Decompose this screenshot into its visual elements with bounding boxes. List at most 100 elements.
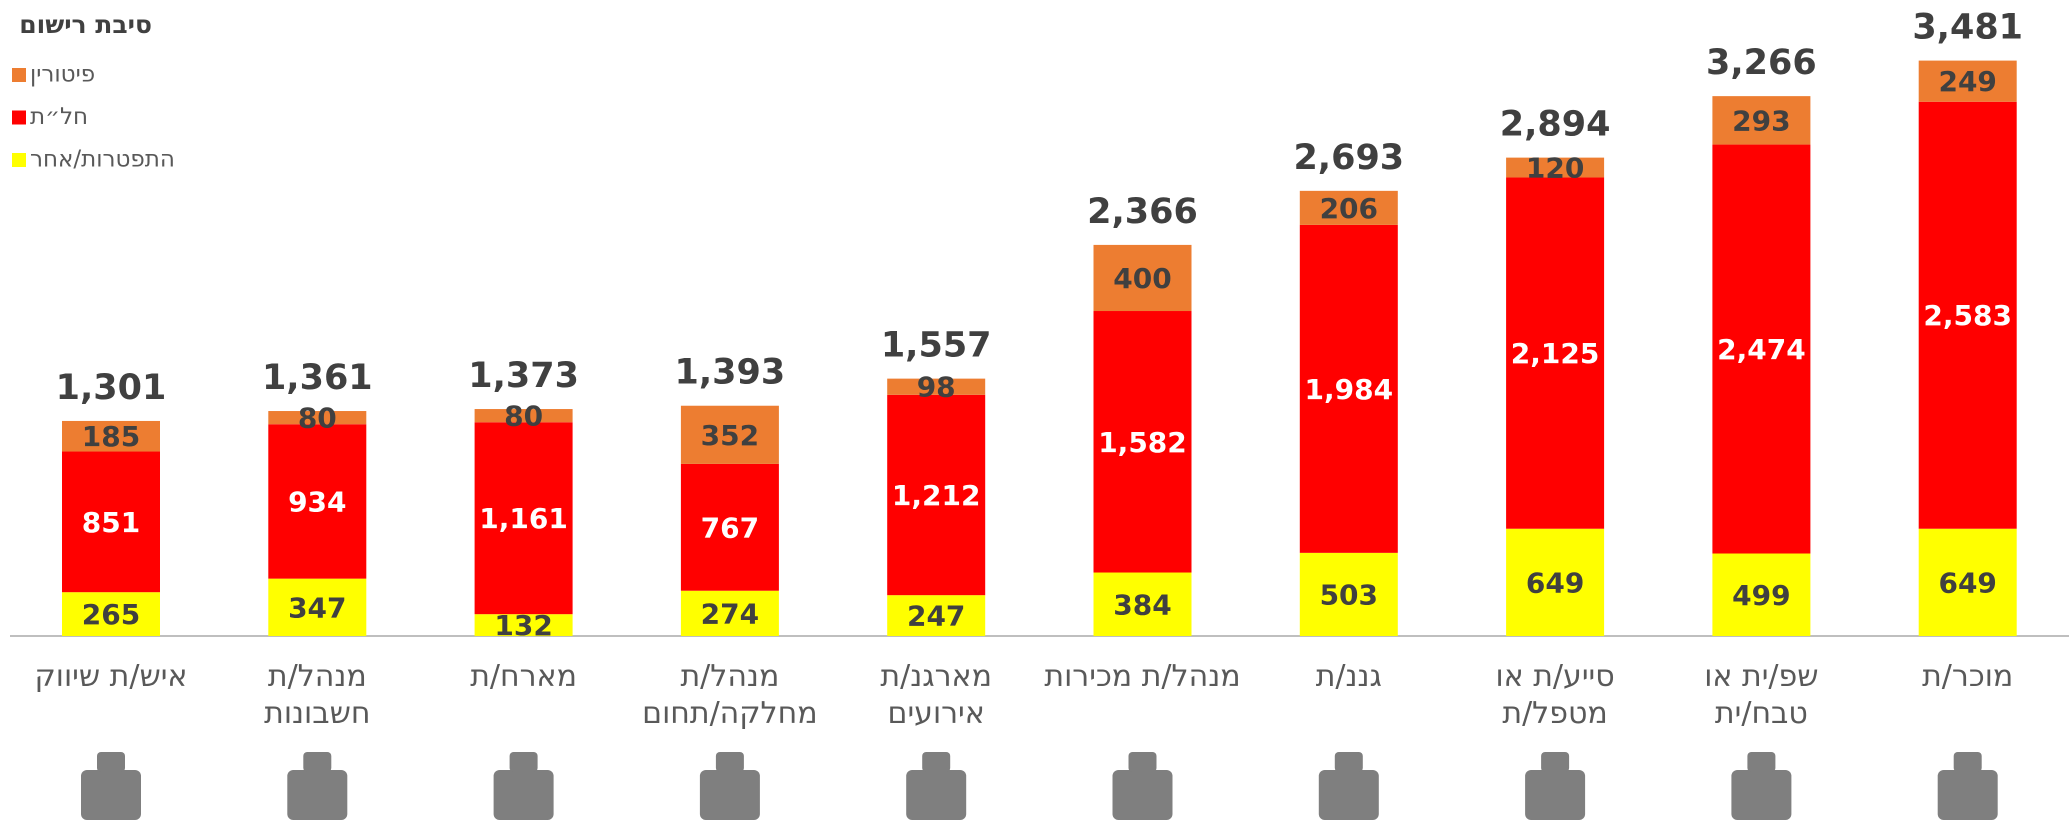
segment-label: 503: [1320, 578, 1378, 611]
bar-segment: [268, 424, 367, 579]
legend-label: חל״ת: [30, 104, 88, 130]
segment-label: 347: [288, 591, 346, 624]
segment-label: 767: [701, 511, 759, 544]
icon-top: [1953, 752, 1982, 772]
icon-top: [303, 752, 332, 772]
total-label: 1,373: [468, 356, 579, 396]
bar-segment: [887, 394, 986, 596]
segment-label: 1,161: [479, 502, 568, 535]
category-label: איש/ת שיווק: [34, 659, 188, 694]
segment-label: 934: [288, 485, 346, 518]
total-label: 2,693: [1293, 138, 1404, 178]
bar-segment: [1093, 311, 1192, 573]
bar-segment: [887, 595, 986, 636]
icon-body: [1525, 770, 1586, 820]
segment-label: 185: [82, 420, 140, 453]
icon-top: [1747, 752, 1776, 772]
segment-label: 384: [1113, 588, 1171, 621]
segment-label: 2,125: [1511, 337, 1600, 370]
bar-segment: [887, 378, 986, 395]
segment-label: 80: [504, 400, 543, 433]
bar-segment: [1093, 572, 1192, 636]
category-icon: [1318, 752, 1379, 820]
bar-segment: [1712, 553, 1811, 636]
category-label: מוכר/ת: [1922, 659, 2014, 694]
bar-segment: [62, 420, 160, 452]
category-label: מארגנ/ת אירועים: [880, 659, 992, 731]
category-label: מנהל/ת מכירות: [1044, 659, 1241, 694]
icon-body: [1112, 770, 1173, 820]
bar-segment: [474, 614, 573, 636]
category-icon: [493, 752, 554, 820]
bar-segment: [1918, 101, 2017, 529]
segment-label: 206: [1320, 192, 1378, 225]
bar-segment: [268, 578, 367, 636]
bar-segment: [1093, 244, 1192, 312]
segment-label: 120: [1526, 152, 1584, 185]
total-label: 1,557: [881, 326, 992, 366]
segment-label: 274: [701, 597, 759, 630]
legend-label: פיטורין: [30, 62, 95, 88]
bar-segment: [1918, 60, 2017, 102]
segment-label: 98: [917, 371, 956, 404]
legend-swatch: [12, 110, 26, 125]
category-label: שפ/ית או טבח/ית: [1704, 659, 1819, 731]
bar-segment: [1299, 190, 1398, 225]
category-icon: [1731, 752, 1792, 820]
bar-segment: [1506, 177, 1605, 529]
category-label: סייע/ת או מטפל/ת: [1495, 659, 1615, 731]
bar-segment: [1712, 96, 1811, 145]
segment-label: 1,582: [1098, 426, 1187, 459]
bar-segment: [1506, 157, 1605, 178]
bar-segment: [474, 422, 573, 615]
segment-label: 293: [1732, 104, 1790, 137]
category-icon: [699, 752, 760, 820]
total-label: 1,301: [56, 368, 167, 408]
segment-label: 80: [298, 402, 337, 435]
icon-body: [1731, 770, 1792, 820]
segment-label: 352: [701, 419, 759, 452]
bar-segment: [1299, 224, 1398, 553]
legend-swatch: [12, 153, 26, 167]
segment-label: 649: [1938, 566, 1996, 599]
icon-body: [81, 770, 141, 820]
segment-label: 2,474: [1717, 333, 1806, 366]
bar-segment: [1918, 528, 2017, 636]
bar-segment: [268, 411, 367, 425]
category-icon: [1937, 752, 1998, 820]
icon-body: [1937, 770, 1998, 820]
segment-label: 132: [494, 609, 552, 642]
segment-label: 2,583: [1923, 299, 2012, 332]
bar-segment: [1506, 528, 1605, 636]
category-label: מנהל/ת חשבונות: [264, 659, 371, 731]
segment-label: 249: [1938, 65, 1996, 98]
icon-body: [493, 770, 554, 820]
category-label: מארח/ת: [470, 659, 577, 694]
icon-body: [1318, 770, 1379, 820]
category-label: מנהל/ת מחלקה/תחום: [642, 659, 818, 731]
icon-top: [509, 752, 538, 772]
category-icon: [1112, 752, 1173, 820]
icon-body: [906, 770, 967, 820]
bar-segment: [680, 590, 779, 636]
total-label: 1,361: [262, 358, 373, 398]
icon-top: [1128, 752, 1157, 772]
icon-top: [1541, 752, 1570, 772]
segment-label: 649: [1526, 566, 1584, 599]
icon-body: [287, 770, 348, 820]
segment-label: 1,212: [892, 479, 981, 512]
icon-top: [922, 752, 951, 772]
segment-label: 400: [1113, 262, 1171, 295]
segment-label: 499: [1732, 579, 1790, 612]
bar-segment: [1299, 552, 1398, 636]
total-label: 2,894: [1500, 105, 1611, 145]
bar-segment: [62, 451, 160, 593]
icon-top: [97, 752, 125, 772]
icon-body: [699, 770, 760, 820]
category-icon: [81, 752, 141, 820]
icon-top: [1334, 752, 1363, 772]
category-icon: [287, 752, 348, 820]
bar-segment: [680, 405, 779, 464]
